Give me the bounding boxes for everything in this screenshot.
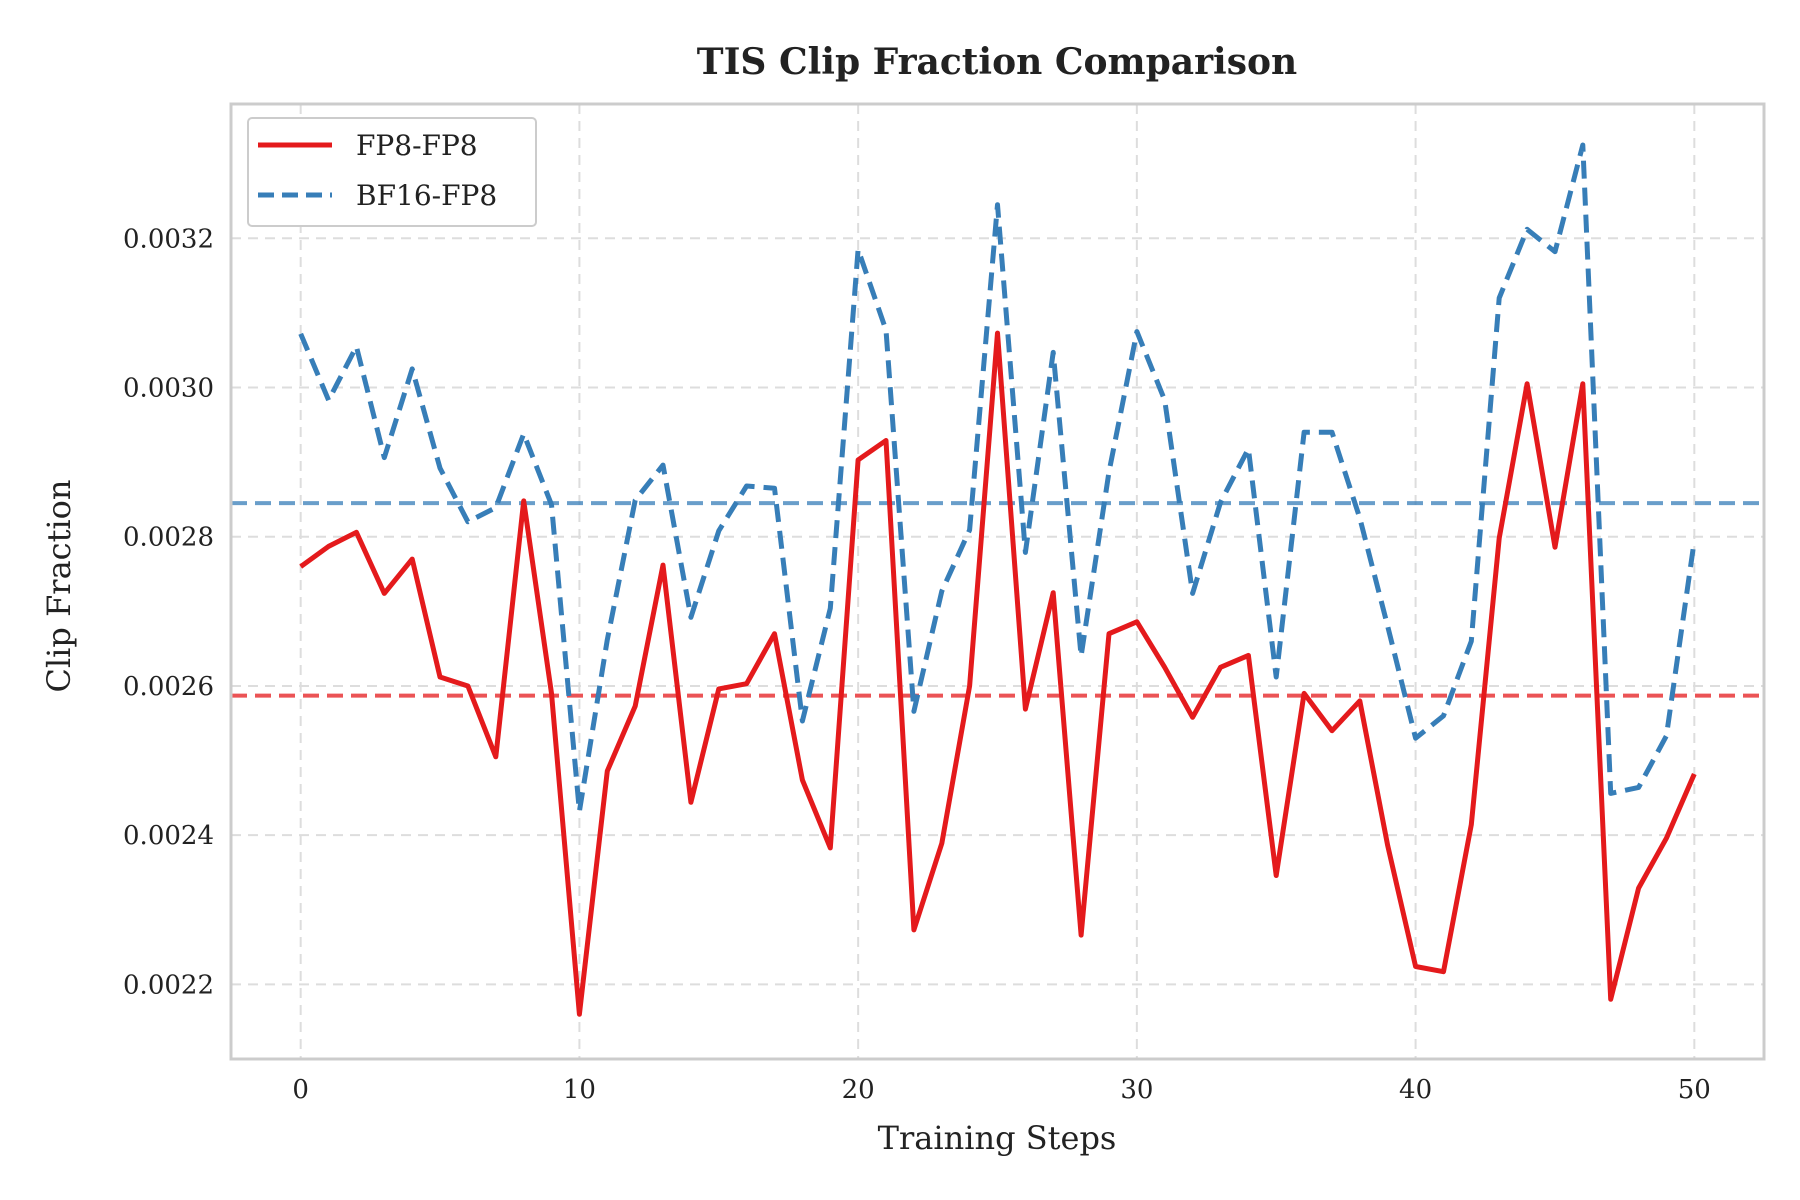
mean-lines [231, 501, 1764, 698]
y-axis-label: Clip Fraction [40, 479, 78, 692]
y-tick-label: 0.0032 [123, 224, 214, 254]
x-tick-label: 40 [1399, 1075, 1432, 1105]
plot-frame [229, 102, 1766, 1061]
y-tick-label: 0.0028 [123, 523, 214, 553]
series-lines [298, 142, 1697, 1017]
x-tick-label: 30 [1120, 1075, 1153, 1105]
y-tick-label: 0.0024 [123, 821, 214, 851]
series-line-fp8-fp8 [299, 330, 1697, 1017]
y-tick-label: 0.0026 [123, 672, 214, 702]
legend-label-bf16-fp8: BF16-FP8 [356, 179, 497, 212]
x-tick-label: 10 [563, 1075, 596, 1105]
series-line-bf16-fp8 [298, 142, 1697, 814]
legend: FP8-FP8 BF16-FP8 [247, 117, 537, 227]
x-tick-label: 20 [842, 1075, 875, 1105]
x-tick-label: 0 [292, 1075, 309, 1105]
x-tick-label: 50 [1678, 1075, 1711, 1105]
y-tick-label: 0.0030 [123, 374, 214, 404]
legend-label-fp8-fp8: FP8-FP8 [356, 129, 478, 162]
x-axis-ticks: 0 10 20 30 40 50 [292, 1075, 1710, 1105]
y-axis-ticks: 0.0022 0.0024 0.0026 0.0028 0.0030 0.0032 [123, 224, 214, 1000]
y-tick-label: 0.0022 [123, 970, 214, 1000]
x-axis-label: Training Steps [878, 1119, 1117, 1157]
chart-title: TIS Clip Fraction Comparison [697, 41, 1297, 83]
